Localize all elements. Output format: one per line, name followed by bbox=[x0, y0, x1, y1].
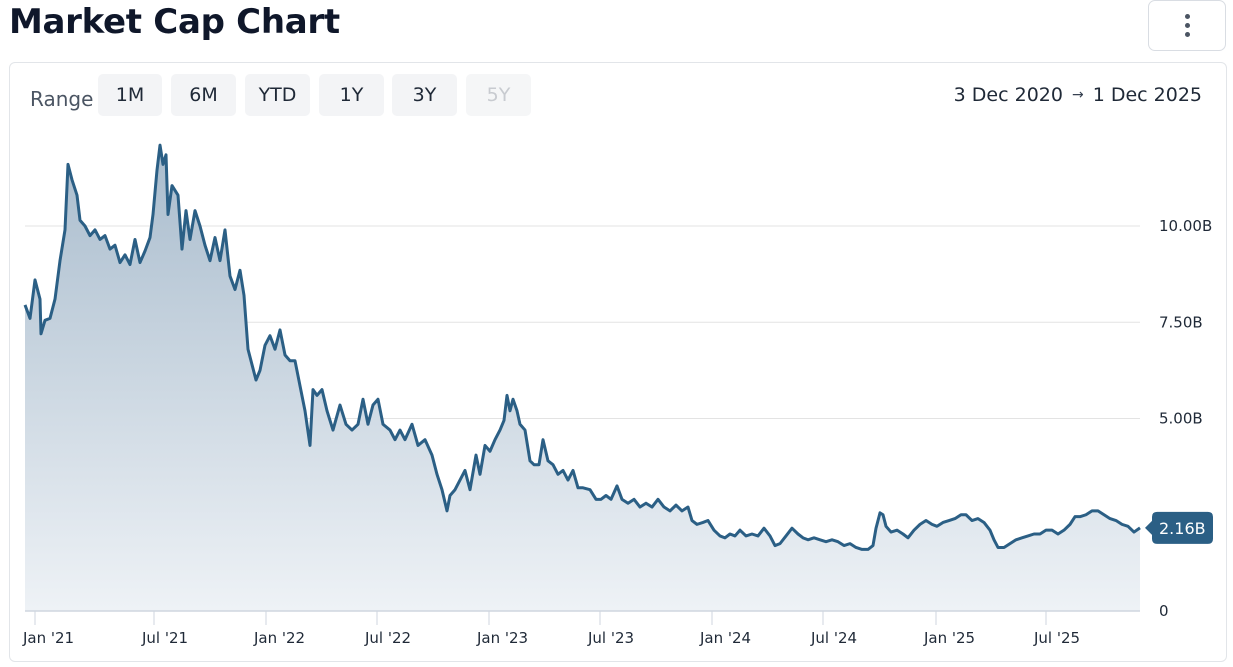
y-tick-label: 10.00B bbox=[1159, 217, 1212, 235]
x-tick-label: Jan '25 bbox=[923, 629, 975, 647]
x-tick-label: Jul '23 bbox=[587, 629, 634, 647]
last-value-label: 2.16B bbox=[1159, 519, 1206, 538]
y-tick-label: 5.00B bbox=[1159, 410, 1203, 428]
vertical-ellipsis-icon bbox=[1184, 14, 1190, 37]
y-tick-label: 7.50B bbox=[1159, 313, 1203, 331]
x-tick-label: Jul '24 bbox=[810, 629, 857, 647]
area-fill bbox=[25, 145, 1140, 611]
date-range: 3 Dec 2020 → 1 Dec 2025 bbox=[954, 84, 1202, 106]
more-options-button[interactable] bbox=[1148, 0, 1226, 51]
range-label: Range bbox=[30, 87, 94, 111]
x-tick-label: Jul '22 bbox=[364, 629, 411, 647]
x-axis-labels: Jan '21 Jul '21 Jan '22 Jul '22 Jan '23 Jul '… bbox=[22, 611, 1080, 647]
date-to: 1 Dec 2025 bbox=[1092, 84, 1202, 106]
x-tick-label: Jan '22 bbox=[253, 629, 305, 647]
x-tick-label: Jul '21 bbox=[141, 629, 188, 647]
page-title: Market Cap Chart bbox=[9, 2, 340, 42]
last-value-badge: 2.16B bbox=[1145, 511, 1213, 544]
y-tick-label: 0 bbox=[1159, 602, 1169, 620]
range-button-1m[interactable]: 1M bbox=[98, 74, 162, 116]
range-button-ytd[interactable]: YTD bbox=[245, 74, 310, 116]
range-button-3y[interactable]: 3Y bbox=[392, 74, 457, 116]
range-button-6m[interactable]: 6M bbox=[171, 74, 236, 116]
x-tick-label: Jan '24 bbox=[699, 629, 751, 647]
x-tick-label: Jul '25 bbox=[1033, 629, 1080, 647]
x-tick-label: Jan '21 bbox=[22, 629, 74, 647]
arrow-right-icon: → bbox=[1071, 87, 1084, 103]
price-line bbox=[23, 143, 1141, 551]
y-axis-labels: 0 5.00B 7.50B 10.00B bbox=[1159, 217, 1212, 620]
range-button-5y[interactable]: 5Y bbox=[466, 74, 531, 116]
date-from: 3 Dec 2020 bbox=[953, 84, 1063, 106]
range-button-1y[interactable]: 1Y bbox=[319, 74, 384, 116]
x-tick-label: Jan '23 bbox=[476, 629, 528, 647]
